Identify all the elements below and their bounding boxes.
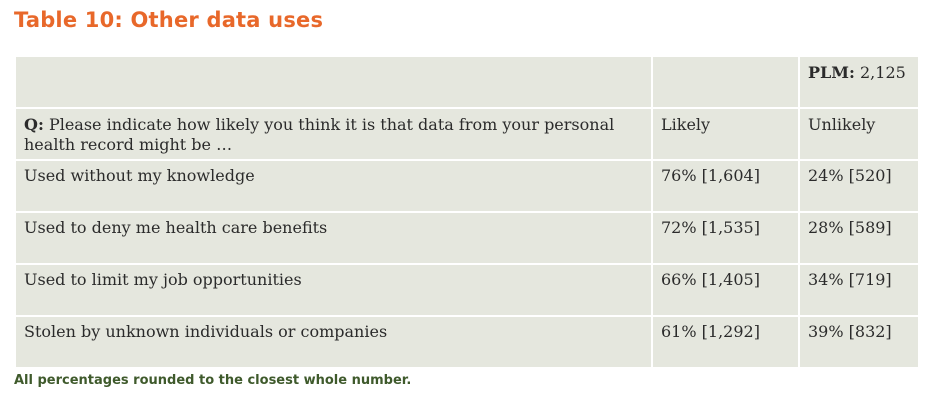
- sample-size-cell: PLM: 2,125: [798, 55, 920, 109]
- unlikely-value: 24% [520]: [798, 159, 920, 213]
- unlikely-value: 28% [589]: [798, 211, 920, 265]
- row-label: Used without my knowledge: [14, 159, 653, 213]
- table-title: Table 10: Other data uses: [14, 8, 324, 32]
- table-header-row: PLM: 2,125: [14, 55, 920, 109]
- column-header-likely: Likely: [651, 107, 800, 161]
- likely-value: 72% [1,535]: [651, 211, 800, 265]
- likely-value: 61% [1,292]: [651, 315, 800, 369]
- question-text: Please indicate how likely you think it …: [24, 115, 615, 154]
- data-uses-table: PLM: 2,125 Q: Please indicate how likely…: [14, 55, 920, 369]
- sample-value: 2,125: [860, 63, 906, 82]
- header-empty-cell: [14, 55, 653, 109]
- unlikely-value: 39% [832]: [798, 315, 920, 369]
- header-empty-cell: [651, 55, 800, 109]
- row-label: Used to limit my job opportunities: [14, 263, 653, 317]
- row-label: Stolen by unknown individuals or compani…: [14, 315, 653, 369]
- table-row: Used to limit my job opportunities 66% […: [14, 263, 920, 317]
- table-row: Used to deny me health care benefits 72%…: [14, 211, 920, 265]
- question-cell: Q: Please indicate how likely you think …: [14, 107, 653, 161]
- table-row: Used without my knowledge 76% [1,604] 24…: [14, 159, 920, 213]
- table-row: Stolen by unknown individuals or compani…: [14, 315, 920, 369]
- column-header-unlikely: Unlikely: [798, 107, 920, 161]
- question-row: Q: Please indicate how likely you think …: [14, 107, 920, 161]
- question-prefix: Q:: [24, 115, 44, 134]
- likely-value: 66% [1,405]: [651, 263, 800, 317]
- likely-value: 76% [1,604]: [651, 159, 800, 213]
- row-label: Used to deny me health care benefits: [14, 211, 653, 265]
- sample-label: PLM:: [808, 63, 855, 82]
- unlikely-value: 34% [719]: [798, 263, 920, 317]
- table-footnote: All percentages rounded to the closest w…: [14, 373, 412, 388]
